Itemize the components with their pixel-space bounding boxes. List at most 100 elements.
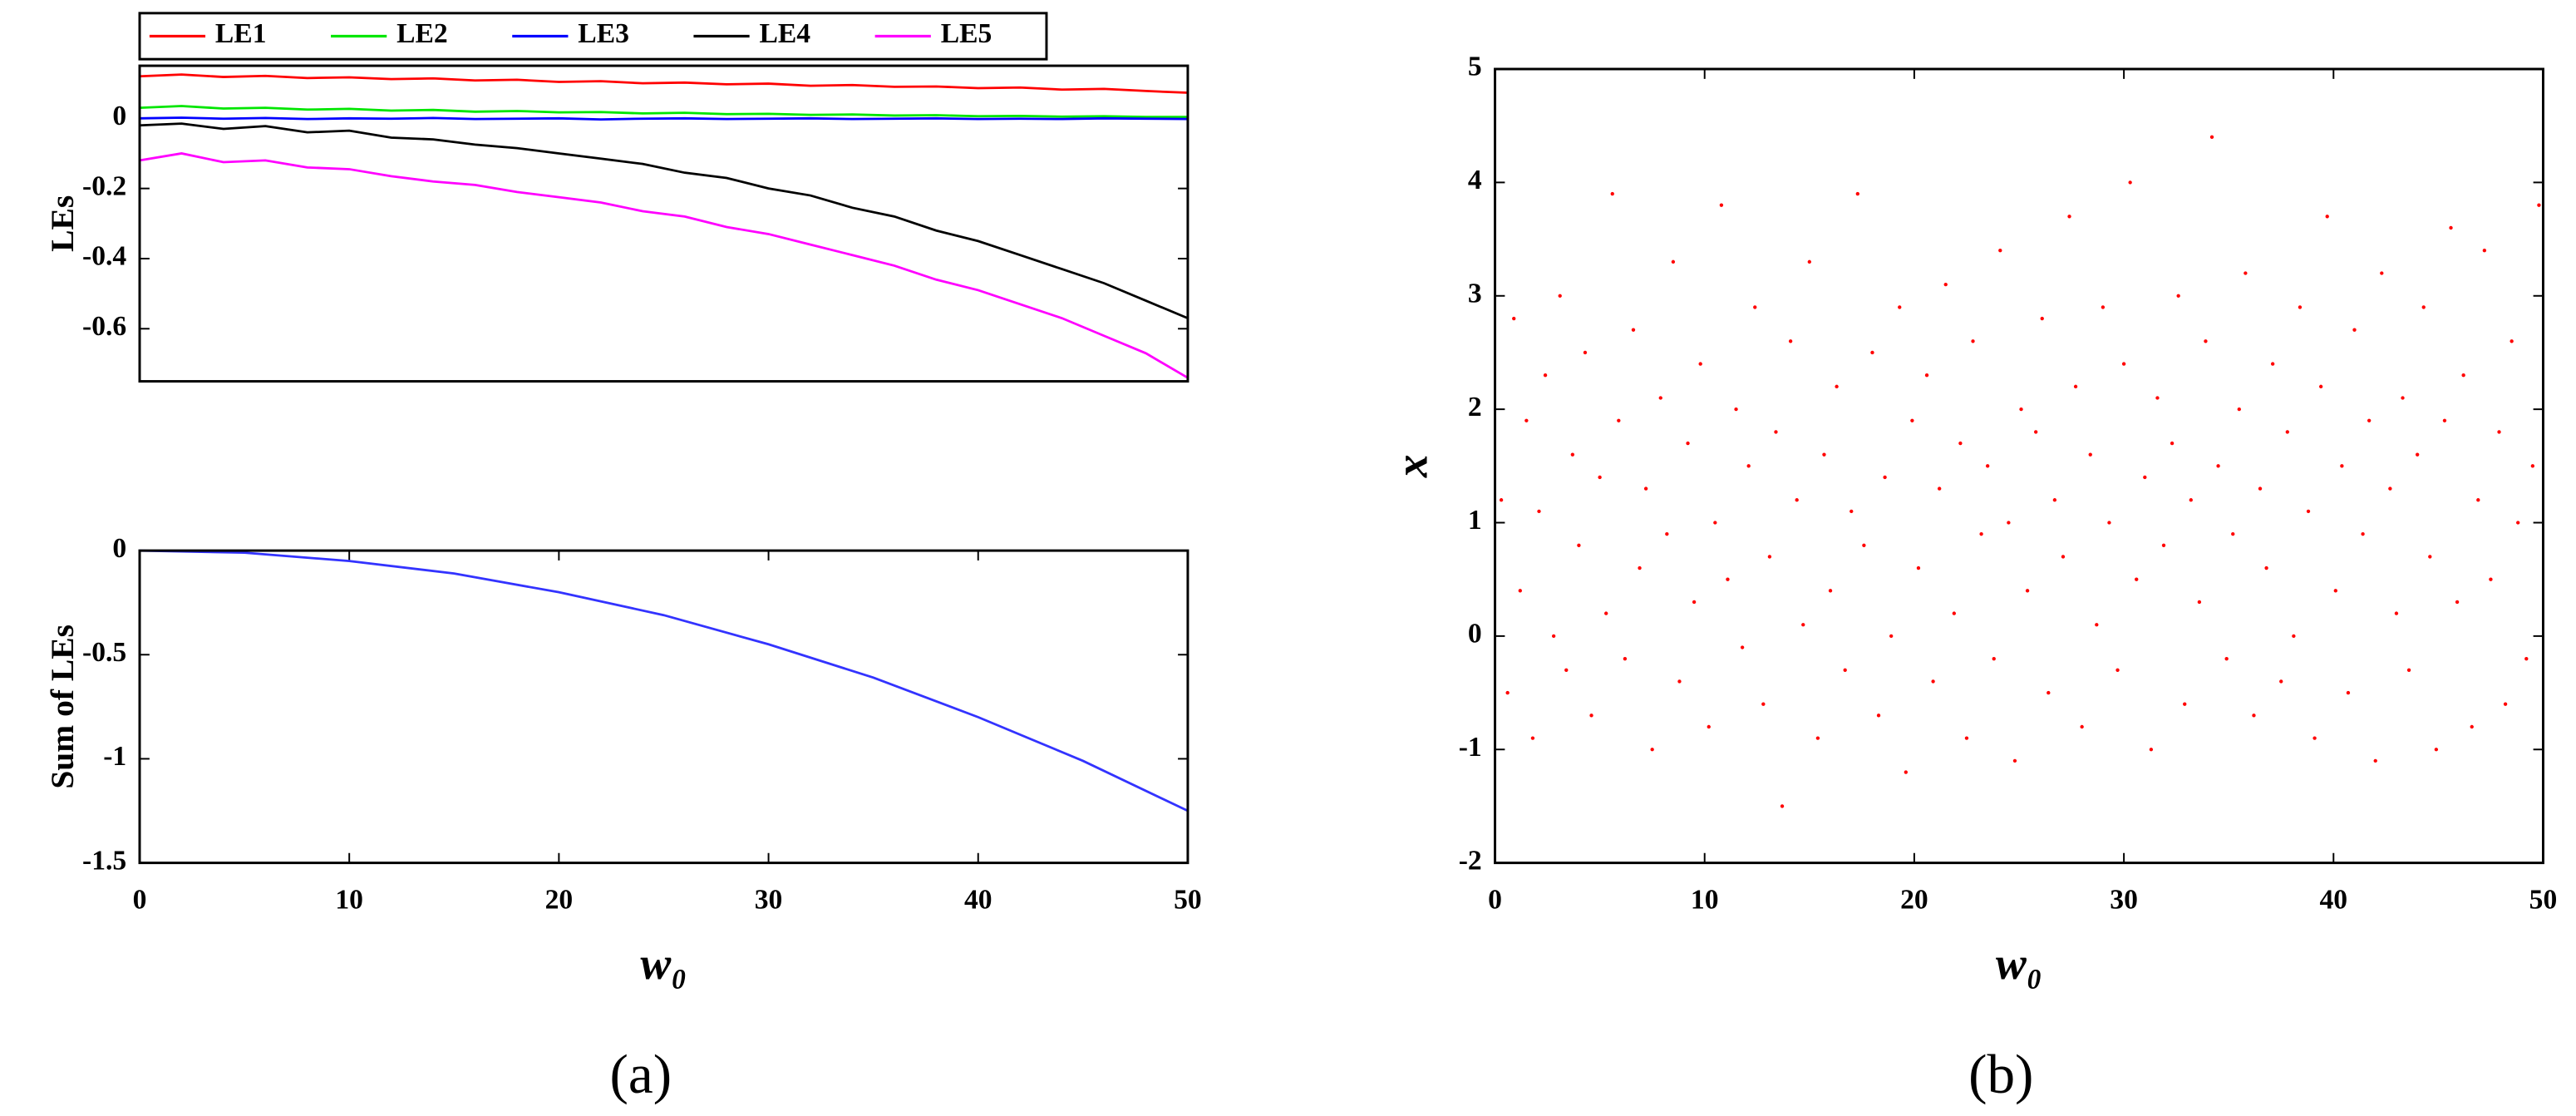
scatter-point [1979, 531, 1983, 536]
scatter-point [1518, 589, 1522, 593]
x-tick-label: 10 [335, 885, 363, 916]
scatter-point [2537, 203, 2541, 207]
scatter-point [1992, 656, 1996, 661]
scatter-point [1537, 509, 1541, 514]
scatter-point [2434, 748, 2439, 752]
y-axis-label: x [1386, 454, 1436, 478]
scatter-point [2264, 565, 2268, 570]
scatter-point [1855, 191, 1859, 196]
scatter-point [1583, 350, 1588, 355]
data-line [139, 549, 1189, 812]
scatter-point [1719, 203, 1724, 207]
scatter-point [2073, 384, 2078, 389]
scatter-point [1589, 714, 1593, 718]
scatter-point [1780, 804, 1785, 808]
y-tick-label: 3 [1468, 278, 1482, 309]
scatter-point [1623, 656, 1628, 661]
y-tick-label: 0 [112, 101, 126, 131]
scatter-point [1753, 305, 1757, 309]
scatter-point [2421, 305, 2426, 309]
scatter-point [2298, 305, 2303, 309]
scatter-point [2406, 668, 2411, 672]
scatter-point [1726, 577, 1730, 581]
scatter-point [2279, 679, 2283, 684]
x-tick-label: 40 [964, 885, 992, 916]
scatter-point [2325, 215, 2329, 219]
scatter-point [2101, 305, 2106, 309]
y-tick-label: -0.2 [82, 170, 126, 201]
x-tick-label: 30 [755, 885, 783, 916]
scatter-point [2034, 430, 2038, 434]
data-line [139, 122, 1189, 319]
scatter-point [1740, 645, 1745, 649]
scatter-point [1686, 441, 1690, 446]
y-tick-label: 5 [1468, 52, 1482, 82]
legend-label: LE4 [759, 18, 810, 49]
data-line [139, 152, 1189, 379]
scatter-point [2080, 724, 2084, 729]
scatter-point [2312, 736, 2317, 740]
scatter-point [2007, 521, 2011, 525]
scatter-point [2373, 758, 2377, 763]
scatter-point [1898, 305, 1902, 309]
data-line [139, 73, 1188, 94]
panel-label: (a) [610, 1043, 672, 1105]
scatter-point [2143, 475, 2147, 480]
scatter-point [1761, 702, 1766, 706]
plot-area [139, 551, 1188, 863]
y-tick-label: -0.6 [82, 311, 126, 342]
scatter-point [1677, 679, 1682, 684]
scatter-point [1889, 634, 1894, 639]
scatter-point [2088, 452, 2092, 457]
scatter-point [1530, 736, 1535, 740]
x-tick-label: 30 [2110, 885, 2138, 916]
y-tick-label: 4 [1468, 165, 1482, 195]
scatter-point [1617, 418, 1621, 422]
y-tick-label: 0 [112, 533, 126, 564]
scatter-point [1564, 668, 1569, 672]
data-line [139, 105, 1188, 119]
scatter-point [2380, 271, 2384, 275]
scatter-point [2503, 702, 2508, 706]
scatter-point [2155, 396, 2160, 400]
scatter-point [2209, 135, 2214, 140]
x-tick-label: 20 [545, 885, 574, 916]
scatter-point [1971, 339, 1975, 343]
scatter-point [1570, 452, 1575, 457]
scatter-point [1631, 328, 1636, 332]
y-tick-label: -1 [103, 741, 126, 772]
x-axis-label: w₀ [640, 938, 687, 989]
scatter-point [2107, 521, 2111, 525]
scatter-point [2449, 225, 2453, 230]
y-tick-label: -2 [1459, 845, 1482, 876]
scatter-point [2197, 600, 2202, 605]
scatter-point [1952, 611, 1956, 615]
scatter-point [2333, 589, 2337, 593]
scatter-point [1551, 634, 1556, 639]
legend-label: LE2 [396, 18, 448, 49]
scatter-point [1512, 316, 1516, 321]
scatter-point [2455, 600, 2460, 605]
y-axis-label: Sum of LEs [44, 625, 81, 789]
scatter-point [2244, 271, 2248, 275]
scatter-point [2394, 611, 2399, 615]
data-line [139, 116, 1188, 121]
scatter-point [2442, 418, 2447, 422]
scatter-point [1499, 498, 1504, 502]
scatter-point [1788, 339, 1793, 343]
scatter-point [1937, 486, 1942, 491]
scatter-point [2361, 531, 2365, 536]
scatter-point [1713, 521, 1717, 525]
scatter-point [1774, 430, 1778, 434]
scatter-point [1598, 475, 1602, 480]
scatter-point [2367, 418, 2372, 422]
scatter-point [2012, 758, 2017, 763]
x-tick-label: 0 [133, 885, 147, 916]
scatter-point [2040, 316, 2044, 321]
scatter-point [2224, 656, 2229, 661]
scatter-point [2318, 384, 2323, 389]
scatter-point [1801, 623, 1805, 627]
scatter-point [1998, 249, 2002, 253]
x-tick-label: 50 [1174, 885, 1202, 916]
scatter-point [1916, 565, 1921, 570]
